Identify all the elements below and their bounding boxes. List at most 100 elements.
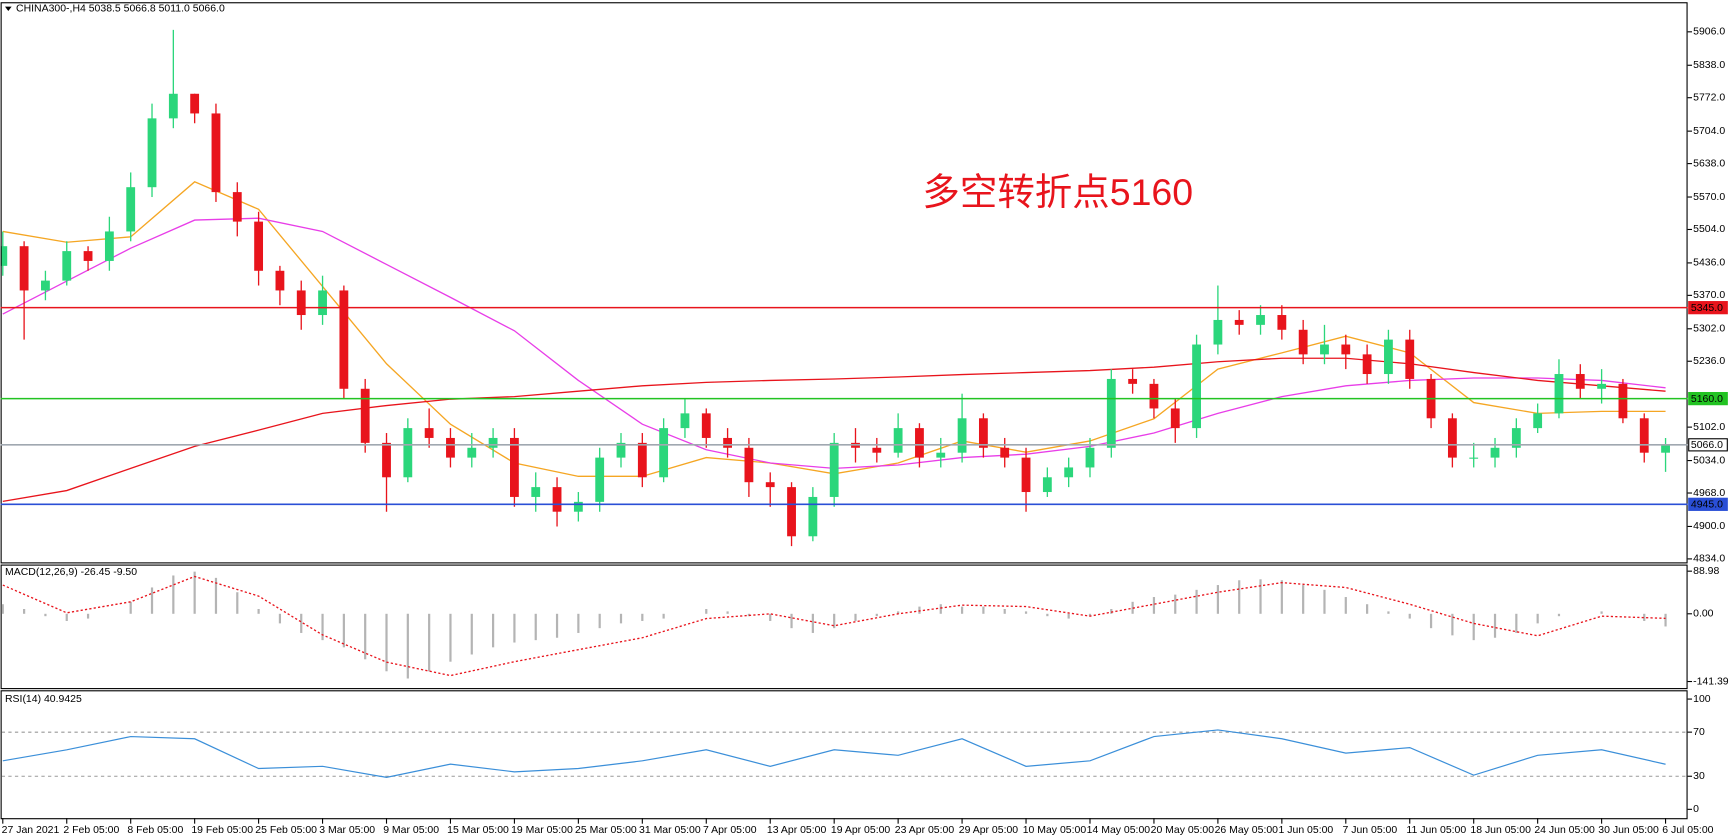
y-tick-label: 4968.0 <box>1693 488 1725 499</box>
candle-body <box>126 187 136 232</box>
y-tick-label: -141.39 <box>1693 676 1729 687</box>
x-tick-label: 31 Mar 05:00 <box>639 825 701 836</box>
candle-body <box>701 413 711 438</box>
x-tick-label: 19 Feb 05:00 <box>191 825 253 836</box>
y-tick-label: 5504.0 <box>1693 224 1725 235</box>
x-tick-label: 2 Feb 05:00 <box>63 825 119 836</box>
candle-body <box>1511 428 1521 448</box>
candle-body <box>1362 354 1372 375</box>
y-tick-label: 4834.0 <box>1693 554 1725 565</box>
candle-body <box>510 437 519 497</box>
chart-title: CHINA300-,H4 5038.5 5066.8 5011.0 5066.0 <box>16 4 225 15</box>
y-tick-label: 5772.0 <box>1693 92 1725 103</box>
macd-frame <box>0 564 1688 690</box>
candle-body <box>680 413 690 429</box>
candle-body <box>829 442 839 497</box>
candle-body <box>1490 447 1500 458</box>
y-tick-label: 4900.0 <box>1693 521 1725 532</box>
candle-body <box>1341 344 1351 355</box>
y-tick-label: 100 <box>1693 694 1711 705</box>
x-tick-label: 10 May 05:00 <box>1023 825 1087 836</box>
candle-body <box>1639 418 1649 453</box>
candle-body <box>1106 378 1116 448</box>
x-tick-label: 18 Jun 05:00 <box>1470 825 1531 836</box>
candle-body <box>19 246 29 291</box>
rsi-title: RSI(14) 40.9425 <box>5 694 82 705</box>
candle-body <box>1085 447 1095 468</box>
x-tick-label: 11 Jun 05:00 <box>1406 825 1466 836</box>
candle-body <box>552 487 562 512</box>
candle-body <box>787 487 796 537</box>
candle-body <box>1000 447 1010 458</box>
x-tick-label: 24 Jun 05:00 <box>1534 825 1595 836</box>
candle-body <box>1533 413 1543 429</box>
candle-body <box>808 496 818 537</box>
x-tick-label: 25 Feb 05:00 <box>255 825 317 836</box>
x-tick-label: 25 Mar 05:00 <box>575 825 637 836</box>
y-tick-label: 5638.0 <box>1693 158 1725 169</box>
candle-body <box>595 457 605 502</box>
price-level-label: 5160.0 <box>1691 394 1723 405</box>
candle-body <box>1405 339 1415 379</box>
candle-body <box>1554 374 1564 414</box>
candle-body <box>275 270 285 291</box>
y-tick-label: 70 <box>1693 727 1705 738</box>
candle-body <box>211 113 221 193</box>
x-tick-label: 7 Apr 05:00 <box>703 825 757 836</box>
candle-body <box>296 290 306 316</box>
candle-body <box>0 246 8 266</box>
candle-body <box>1128 378 1138 384</box>
panel-frames <box>0 2 1688 820</box>
candle-body <box>616 442 626 458</box>
x-tick-label: 6 Jul 05:00 <box>1662 825 1713 836</box>
candle-body <box>1256 315 1265 325</box>
y-tick-label: 5838.0 <box>1693 60 1725 71</box>
x-tick-label: 23 Apr 05:00 <box>895 825 955 836</box>
x-tick-label: 15 Mar 05:00 <box>447 825 509 836</box>
y-tick-label: 5102.0 <box>1693 422 1725 433</box>
macd-title: MACD(12,26,9) -26.45 -9.50 <box>5 567 137 578</box>
x-tick-label: 26 May 05:00 <box>1215 825 1279 836</box>
candle-body <box>1618 383 1628 419</box>
candle-body <box>936 452 946 458</box>
x-tick-label: 13 Apr 05:00 <box>767 825 827 836</box>
candle-body <box>659 428 669 478</box>
y-tick-label: 5906.0 <box>1693 27 1725 38</box>
candle-body <box>1597 383 1607 389</box>
main-panel <box>0 29 1670 547</box>
candle-body <box>723 437 733 448</box>
candle-body <box>232 192 242 222</box>
x-tick-label: 1 Jun 05:00 <box>1279 825 1334 836</box>
candle-body <box>318 290 327 316</box>
price-level-label: 5345.0 <box>1691 303 1723 314</box>
candle-body <box>190 93 200 114</box>
candle-body <box>637 442 647 478</box>
menu-triangle[interactable] <box>4 6 12 12</box>
candle-body <box>744 447 754 483</box>
candle-body <box>467 447 477 458</box>
candle-body <box>1213 319 1223 345</box>
price-level-label: 5066.0 <box>1691 440 1723 451</box>
y-tick-label: 5704.0 <box>1693 126 1725 137</box>
y-tick-label: 5034.0 <box>1693 455 1725 466</box>
candle-body <box>1384 339 1393 375</box>
x-tick-label: 3 Mar 05:00 <box>319 825 375 836</box>
candle-body <box>339 290 349 389</box>
x-tick-label: 19 Mar 05:00 <box>511 825 573 836</box>
candle-body <box>254 221 264 271</box>
candle-body <box>1447 418 1457 458</box>
x-tick-label: 9 Mar 05:00 <box>383 825 439 836</box>
candle-body <box>41 280 50 291</box>
candle-body <box>1170 408 1180 429</box>
candle-body <box>1149 383 1159 409</box>
y-tick-label: 5370.0 <box>1693 290 1725 301</box>
candle-body <box>62 251 72 281</box>
candle-body <box>424 428 434 438</box>
candle-body <box>1192 344 1201 429</box>
candle-body <box>957 418 967 453</box>
candle-body <box>1575 374 1585 389</box>
y-tick-label: 30 <box>1693 771 1705 782</box>
